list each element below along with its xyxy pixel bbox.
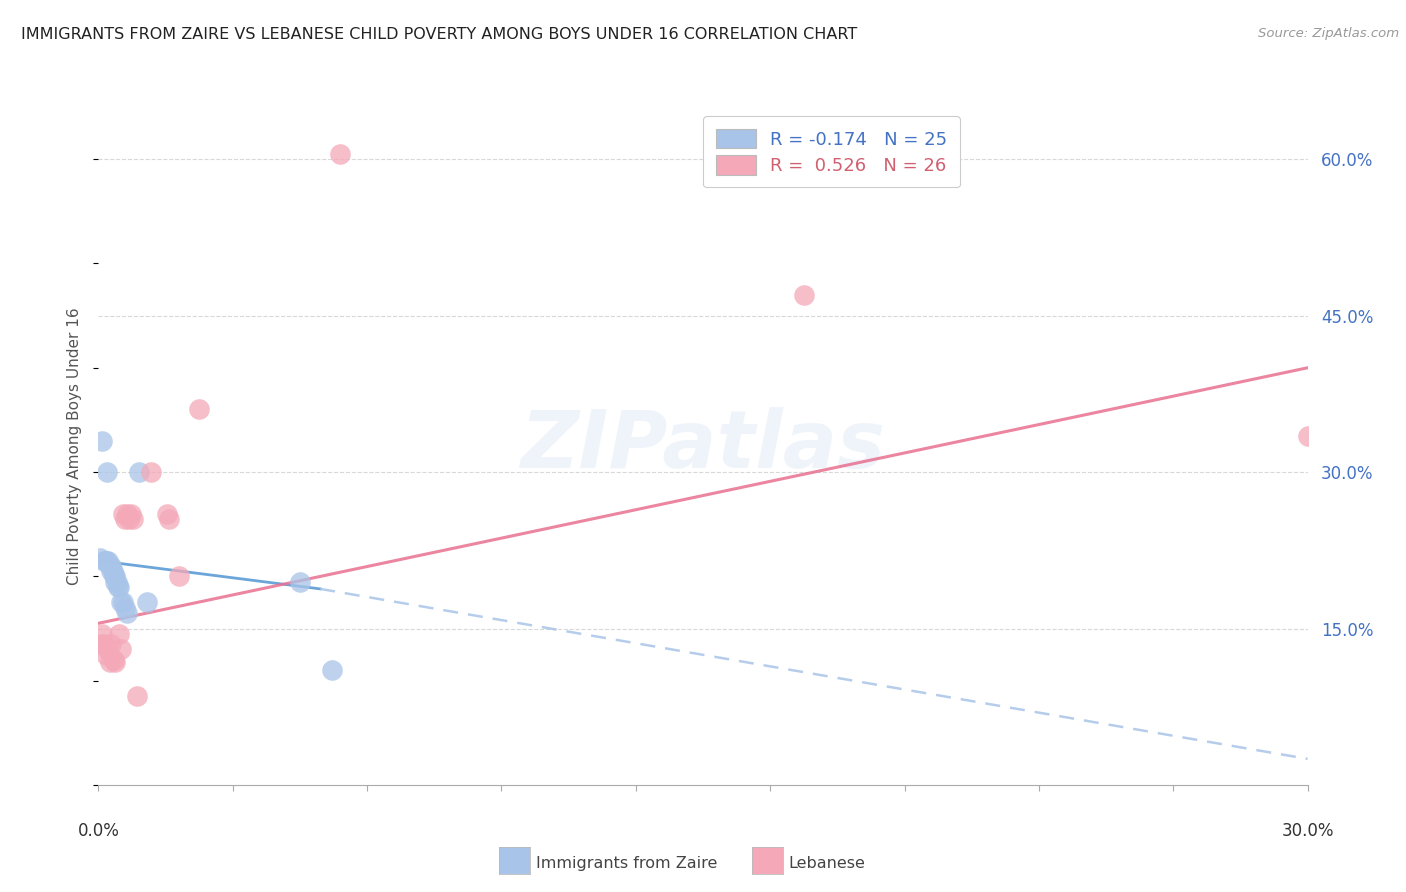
Point [105,574,128,589]
Point [115,606,138,620]
Point [288,574,311,589]
Point [111,595,134,609]
Point [89,550,111,565]
Point [157,512,180,526]
Text: IMMIGRANTS FROM ZAIRE VS LEBANESE CHILD POVERTY AMONG BOYS UNDER 16 CORRELATION : IMMIGRANTS FROM ZAIRE VS LEBANESE CHILD … [21,27,858,42]
Point [100,637,122,651]
Point [101,564,124,578]
Point [114,600,136,615]
Point [167,569,190,583]
Point [103,653,125,667]
Point [104,574,127,589]
Point [104,655,127,669]
Text: Immigrants from Zaire: Immigrants from Zaire [536,856,717,871]
Point [93,554,115,568]
Point [96,465,118,479]
Point [121,512,143,526]
Point [100,564,122,578]
Point [91,434,114,448]
Point [156,507,179,521]
Point [103,569,125,583]
Point [118,512,141,526]
Point [114,512,136,526]
Point [120,507,142,521]
Point [103,569,125,583]
Point [793,287,815,301]
Point [115,507,138,521]
Point [100,558,122,573]
Point [321,663,343,677]
Point [107,626,129,640]
Point [128,465,150,479]
Point [96,554,118,568]
Legend: R = -0.174   N = 25, R =  0.526   N = 26: R = -0.174 N = 25, R = 0.526 N = 26 [703,116,960,187]
Point [125,690,148,704]
Point [91,637,114,651]
Point [329,147,352,161]
Point [107,580,129,594]
Point [139,465,162,479]
Point [110,642,132,657]
Point [1296,428,1319,442]
Point [94,554,117,568]
Text: 30.0%: 30.0% [1281,822,1334,840]
Text: 0.0%: 0.0% [77,822,120,840]
Text: Lebanese: Lebanese [789,856,866,871]
Point [188,402,211,417]
Point [90,626,112,640]
Y-axis label: Child Poverty Among Boys Under 16: Child Poverty Among Boys Under 16 [67,307,83,585]
Point [94,648,117,662]
Text: ZIPatlas: ZIPatlas [520,407,886,485]
Text: Source: ZipAtlas.com: Source: ZipAtlas.com [1258,27,1399,40]
Point [93,637,115,651]
Point [107,580,129,594]
Point [98,558,121,573]
Point [98,655,121,669]
Point [96,642,118,657]
Point [135,595,157,609]
Point [97,554,120,568]
Point [110,595,132,609]
Point [111,507,134,521]
